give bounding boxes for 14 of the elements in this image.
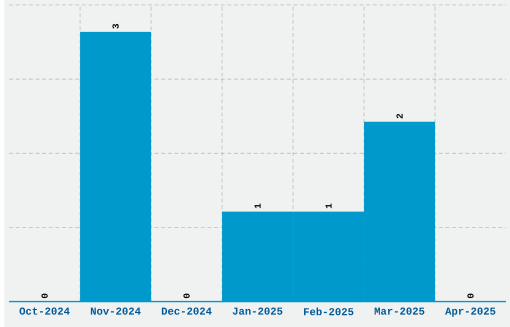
data-label: 1 — [325, 203, 332, 208]
data-label: 1 — [254, 203, 261, 208]
data-label: 3 — [112, 24, 119, 28]
data-label: 0 — [183, 293, 190, 298]
x-tick-label: Jan-2025 — [232, 307, 282, 315]
data-label: 2 — [396, 114, 403, 118]
data-label: 0 — [467, 293, 474, 298]
x-tick-label: Nov-2024 — [90, 307, 141, 315]
x-tick-label: Feb-2025 — [304, 307, 354, 316]
x-tick-label: Oct-2024 — [20, 307, 70, 315]
x-tick-label: Dec-2024 — [162, 307, 212, 315]
x-tick-label: Apr-2025 — [445, 307, 496, 317]
data-label: 0 — [41, 293, 48, 298]
x-tick-label: Mar-2025 — [374, 307, 424, 315]
